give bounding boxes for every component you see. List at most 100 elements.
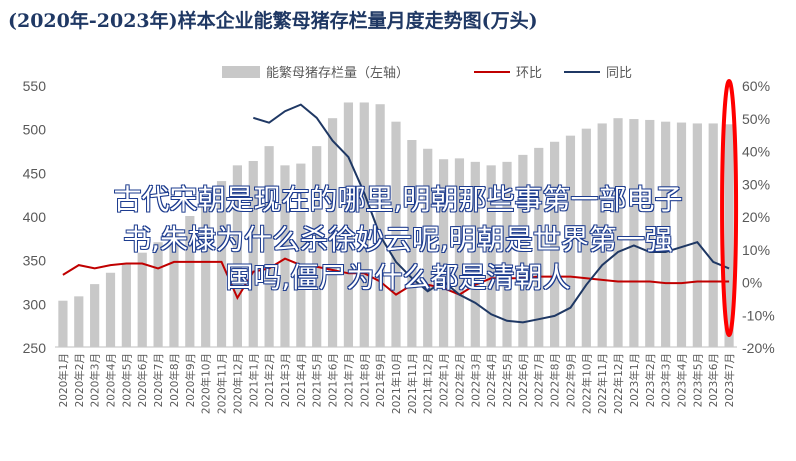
legend-label-bars: 能繁母猪存栏量（左轴） bbox=[266, 65, 409, 81]
x-tick-2021年2月: 2021年2月 bbox=[263, 353, 276, 407]
bar-2020年10月 bbox=[201, 198, 211, 347]
bar-2021年11月 bbox=[407, 140, 417, 347]
x-tick-2021年3月: 2021年3月 bbox=[279, 353, 292, 407]
x-tick-2020年2月: 2020年2月 bbox=[73, 353, 86, 407]
bar-2022年5月 bbox=[502, 161, 512, 347]
x-axis: 2020年1月 2020年2月 2020年3月 2020年4月 2020年5月 2020年… bbox=[57, 353, 736, 414]
right-tick--10: -10% bbox=[742, 307, 775, 323]
x-tick-2021年11月: 2021年11月 bbox=[406, 353, 419, 414]
right-tick-40: 40% bbox=[742, 144, 770, 160]
bar-2021年5月 bbox=[312, 146, 322, 347]
x-tick-2022年11月: 2022年11月 bbox=[596, 353, 609, 414]
yoy-line bbox=[253, 103, 730, 324]
bar-2022年1月 bbox=[438, 159, 449, 347]
x-tick-2022年2月: 2022年2月 bbox=[453, 353, 466, 407]
mom-line bbox=[62, 257, 730, 301]
bar-2021年12月 bbox=[423, 148, 433, 347]
x-tick-2022年6月: 2022年6月 bbox=[517, 353, 530, 407]
x-tick-2020年5月: 2020年5月 bbox=[120, 353, 133, 407]
bar-2022年3月 bbox=[470, 161, 480, 347]
x-tick-2021年8月: 2021年8月 bbox=[358, 353, 371, 407]
x-tick-2022年5月: 2022年5月 bbox=[501, 353, 514, 407]
bar-2022年10月 bbox=[581, 128, 591, 347]
right-tick--20: -20% bbox=[742, 340, 775, 356]
x-tick-2023年1月: 2023年1月 bbox=[628, 353, 641, 407]
bar-2021年7月 bbox=[343, 102, 354, 347]
bar-2020年2月 bbox=[74, 296, 84, 347]
x-tick-2023年6月: 2023年6月 bbox=[707, 353, 720, 407]
x-tick-2021年1月: 2021年1月 bbox=[247, 353, 260, 407]
highlight-ellipse bbox=[720, 79, 739, 337]
x-tick-2023年5月: 2023年5月 bbox=[691, 353, 704, 407]
bar-2020年8月 bbox=[169, 229, 179, 347]
bar-2021年4月 bbox=[296, 163, 306, 347]
bar-2022年11月 bbox=[597, 123, 607, 347]
bar-2022年2月 bbox=[454, 158, 465, 347]
x-tick-2020年12月: 2020年12月 bbox=[231, 353, 244, 414]
bar-2022年12月 bbox=[613, 118, 623, 347]
bar-2023年1月 bbox=[629, 119, 639, 347]
bar-2022年9月 bbox=[565, 135, 576, 347]
x-tick-2022年10月: 2022年10月 bbox=[580, 353, 593, 414]
x-tick-2020年11月: 2020年11月 bbox=[216, 353, 229, 414]
bar-2020年6月 bbox=[137, 252, 147, 347]
bar-2023年7月 bbox=[724, 124, 734, 347]
x-tick-2021年7月: 2021年7月 bbox=[342, 353, 355, 407]
bar-2020年9月 bbox=[185, 216, 195, 347]
x-tick-2021年5月: 2021年5月 bbox=[311, 353, 324, 407]
left-tick-550: 550 bbox=[23, 78, 47, 94]
bar-2023年2月 bbox=[645, 119, 655, 347]
left-tick-400: 400 bbox=[23, 209, 47, 225]
bar-2022年7月 bbox=[534, 147, 544, 347]
right-tick-0: 0% bbox=[742, 275, 762, 291]
highlight-ellipse-shape bbox=[720, 79, 739, 337]
x-tick-2022年12月: 2022年12月 bbox=[612, 353, 625, 414]
right-tick-30: 30% bbox=[742, 176, 770, 192]
x-tick-2020年8月: 2020年8月 bbox=[168, 353, 181, 407]
bar-2022年4月 bbox=[486, 165, 496, 347]
x-tick-2022年4月: 2022年4月 bbox=[485, 353, 498, 407]
right-tick-50: 50% bbox=[742, 111, 770, 127]
x-tick-2021年10月: 2021年10月 bbox=[390, 353, 403, 414]
bar-2023年6月 bbox=[708, 123, 718, 347]
legend-swatch-bars bbox=[222, 66, 260, 78]
x-tick-2023年4月: 2023年4月 bbox=[675, 353, 688, 407]
bar-2021年6月 bbox=[327, 118, 338, 347]
bar-2020年3月 bbox=[90, 284, 100, 347]
left-tick-450: 450 bbox=[23, 165, 47, 181]
bar-2023年4月 bbox=[676, 122, 687, 347]
x-tick-2020年1月: 2020年1月 bbox=[57, 353, 70, 407]
x-tick-2020年4月: 2020年4月 bbox=[105, 353, 118, 407]
right-tick-60: 60% bbox=[742, 78, 770, 94]
legend: 能繁母猪存栏量（左轴） 环比 同比 bbox=[222, 65, 632, 81]
x-tick-2022年8月: 2022年8月 bbox=[549, 353, 562, 407]
x-tick-2022年1月: 2022年1月 bbox=[438, 353, 451, 407]
bar-2021年10月 bbox=[391, 121, 401, 348]
x-tick-2021年4月: 2021年4月 bbox=[295, 353, 308, 407]
x-tick-2020年7月: 2020年7月 bbox=[152, 353, 165, 407]
bar-2020年1月 bbox=[58, 300, 68, 347]
bar-2023年5月 bbox=[692, 123, 702, 347]
x-tick-2022年7月: 2022年7月 bbox=[533, 353, 546, 407]
bar-2021年2月 bbox=[264, 146, 274, 347]
right-axis: -20% -10% 0% 10% 20% 30% 40% 50% 60% bbox=[742, 78, 775, 356]
left-tick-500: 500 bbox=[23, 122, 47, 138]
bar-2020年4月 bbox=[105, 272, 116, 347]
x-tick-2022年9月: 2022年9月 bbox=[564, 353, 577, 407]
right-tick-20: 20% bbox=[742, 209, 770, 225]
x-tick-2020年3月: 2020年3月 bbox=[89, 353, 102, 407]
x-tick-2023年2月: 2023年2月 bbox=[644, 353, 657, 407]
bar-2020年12月 bbox=[232, 165, 242, 347]
chart-title: (2020年-2023年)样本企业能繁母猪存栏量月度走势图(万头) bbox=[8, 10, 538, 32]
right-tick-10: 10% bbox=[742, 242, 770, 258]
x-tick-2021年12月: 2021年12月 bbox=[422, 353, 435, 414]
x-tick-2020年6月: 2020年6月 bbox=[136, 353, 149, 407]
left-tick-350: 350 bbox=[23, 253, 47, 269]
x-tick-2021年6月: 2021年6月 bbox=[327, 353, 340, 407]
x-tick-2021年9月: 2021年9月 bbox=[374, 353, 387, 407]
bar-2020年5月 bbox=[121, 264, 131, 347]
bar-2021年3月 bbox=[280, 165, 290, 347]
bar-2022年8月 bbox=[550, 141, 560, 347]
left-tick-300: 300 bbox=[23, 296, 47, 312]
